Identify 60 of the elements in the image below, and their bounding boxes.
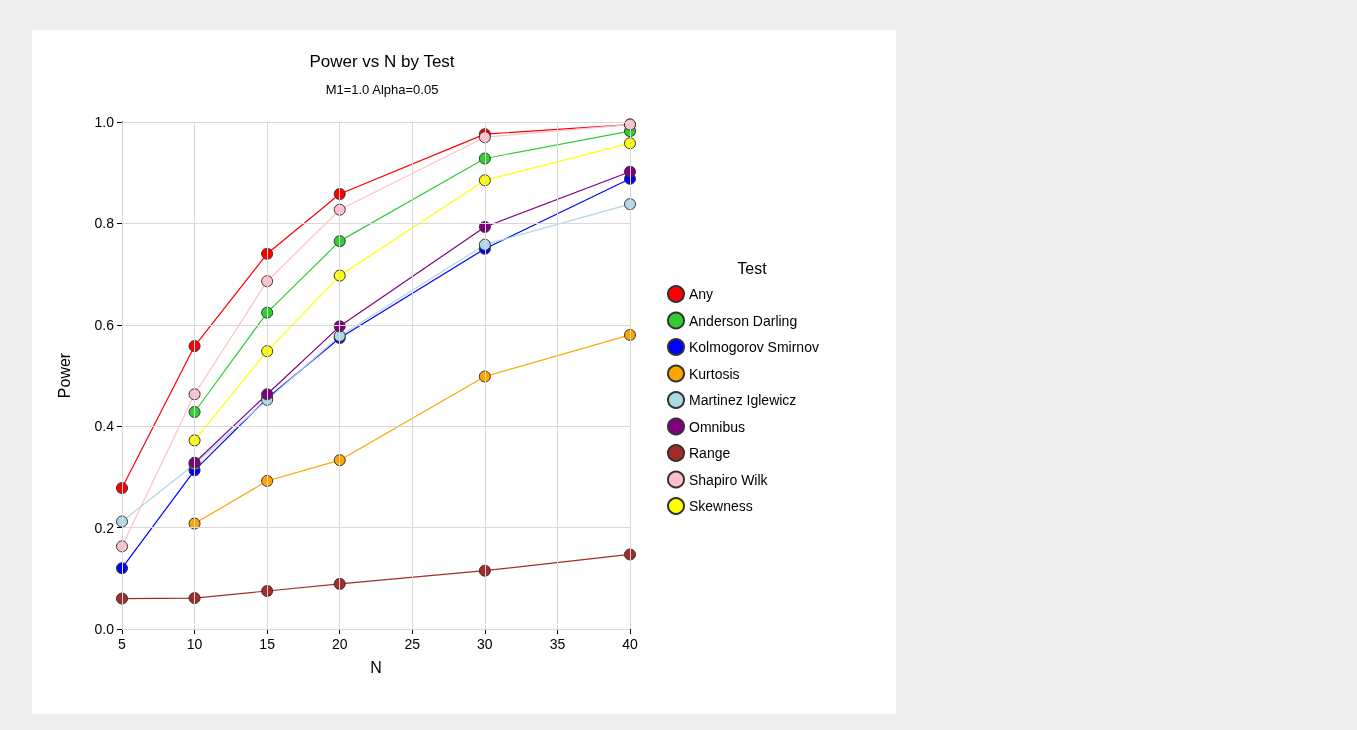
x-tick-label: 10 — [186, 636, 203, 652]
point — [333, 577, 346, 590]
point — [333, 269, 346, 282]
x-tick-label: 20 — [331, 636, 348, 652]
legend-label: Skewness — [689, 498, 753, 514]
point — [624, 198, 636, 211]
point — [478, 174, 491, 187]
x-tick-label: 30 — [477, 636, 493, 652]
x-tick-label: 5 — [118, 636, 127, 652]
y-tick-label: 0.2 — [94, 519, 115, 536]
point — [333, 235, 346, 248]
x-tick-label: 25 — [404, 636, 421, 652]
legend-label: Anderson Darling — [689, 312, 798, 329]
legend-title: Test — [737, 259, 768, 277]
point — [116, 562, 128, 575]
point — [116, 540, 128, 553]
legend-label: Martinez Iglewicz — [689, 392, 797, 408]
point — [624, 165, 636, 178]
point — [188, 434, 201, 447]
point — [261, 474, 274, 487]
point — [188, 340, 201, 353]
x-tick-label: 15 — [259, 636, 276, 652]
legend-label: Kurtosis — [689, 365, 740, 382]
x-axis-title: N — [370, 658, 382, 676]
point — [624, 137, 636, 150]
y-tick-label: 0.8 — [94, 215, 115, 232]
point — [188, 592, 201, 605]
legend-label: Kolmogorov Smirnov — [689, 339, 819, 355]
point — [478, 152, 491, 165]
point — [261, 584, 274, 597]
legend-label: Shapiro Wilk — [689, 471, 769, 488]
chart-subtitle: M1=1.0 Alpha=0.05 — [325, 82, 439, 97]
point — [624, 548, 636, 561]
point — [116, 592, 128, 605]
point — [261, 345, 274, 358]
chart-title: Power vs N by Test — [309, 52, 455, 71]
y-tick-label: 0.4 — [94, 418, 115, 435]
point — [478, 238, 491, 251]
y-tick-label: 1.0 — [94, 114, 115, 130]
legend-label: Any — [689, 286, 714, 302]
point — [624, 328, 636, 341]
point — [188, 406, 201, 418]
legend-label: Range — [689, 445, 731, 461]
y-axis-title: Power — [55, 352, 73, 399]
point — [188, 388, 201, 401]
x-tick-label: 35 — [549, 636, 566, 652]
point — [333, 454, 346, 467]
point — [478, 564, 491, 577]
legend-label: Omnibus — [689, 418, 746, 435]
point — [478, 370, 491, 383]
point — [261, 275, 274, 288]
point — [116, 515, 128, 528]
point — [261, 247, 274, 260]
x-tick-label: 40 — [622, 636, 638, 652]
point — [116, 482, 128, 495]
point — [333, 203, 346, 216]
y-tick-label: 0.0 — [94, 621, 115, 637]
point — [333, 188, 346, 200]
y-tick-label: 0.6 — [94, 316, 115, 333]
point — [261, 306, 274, 319]
